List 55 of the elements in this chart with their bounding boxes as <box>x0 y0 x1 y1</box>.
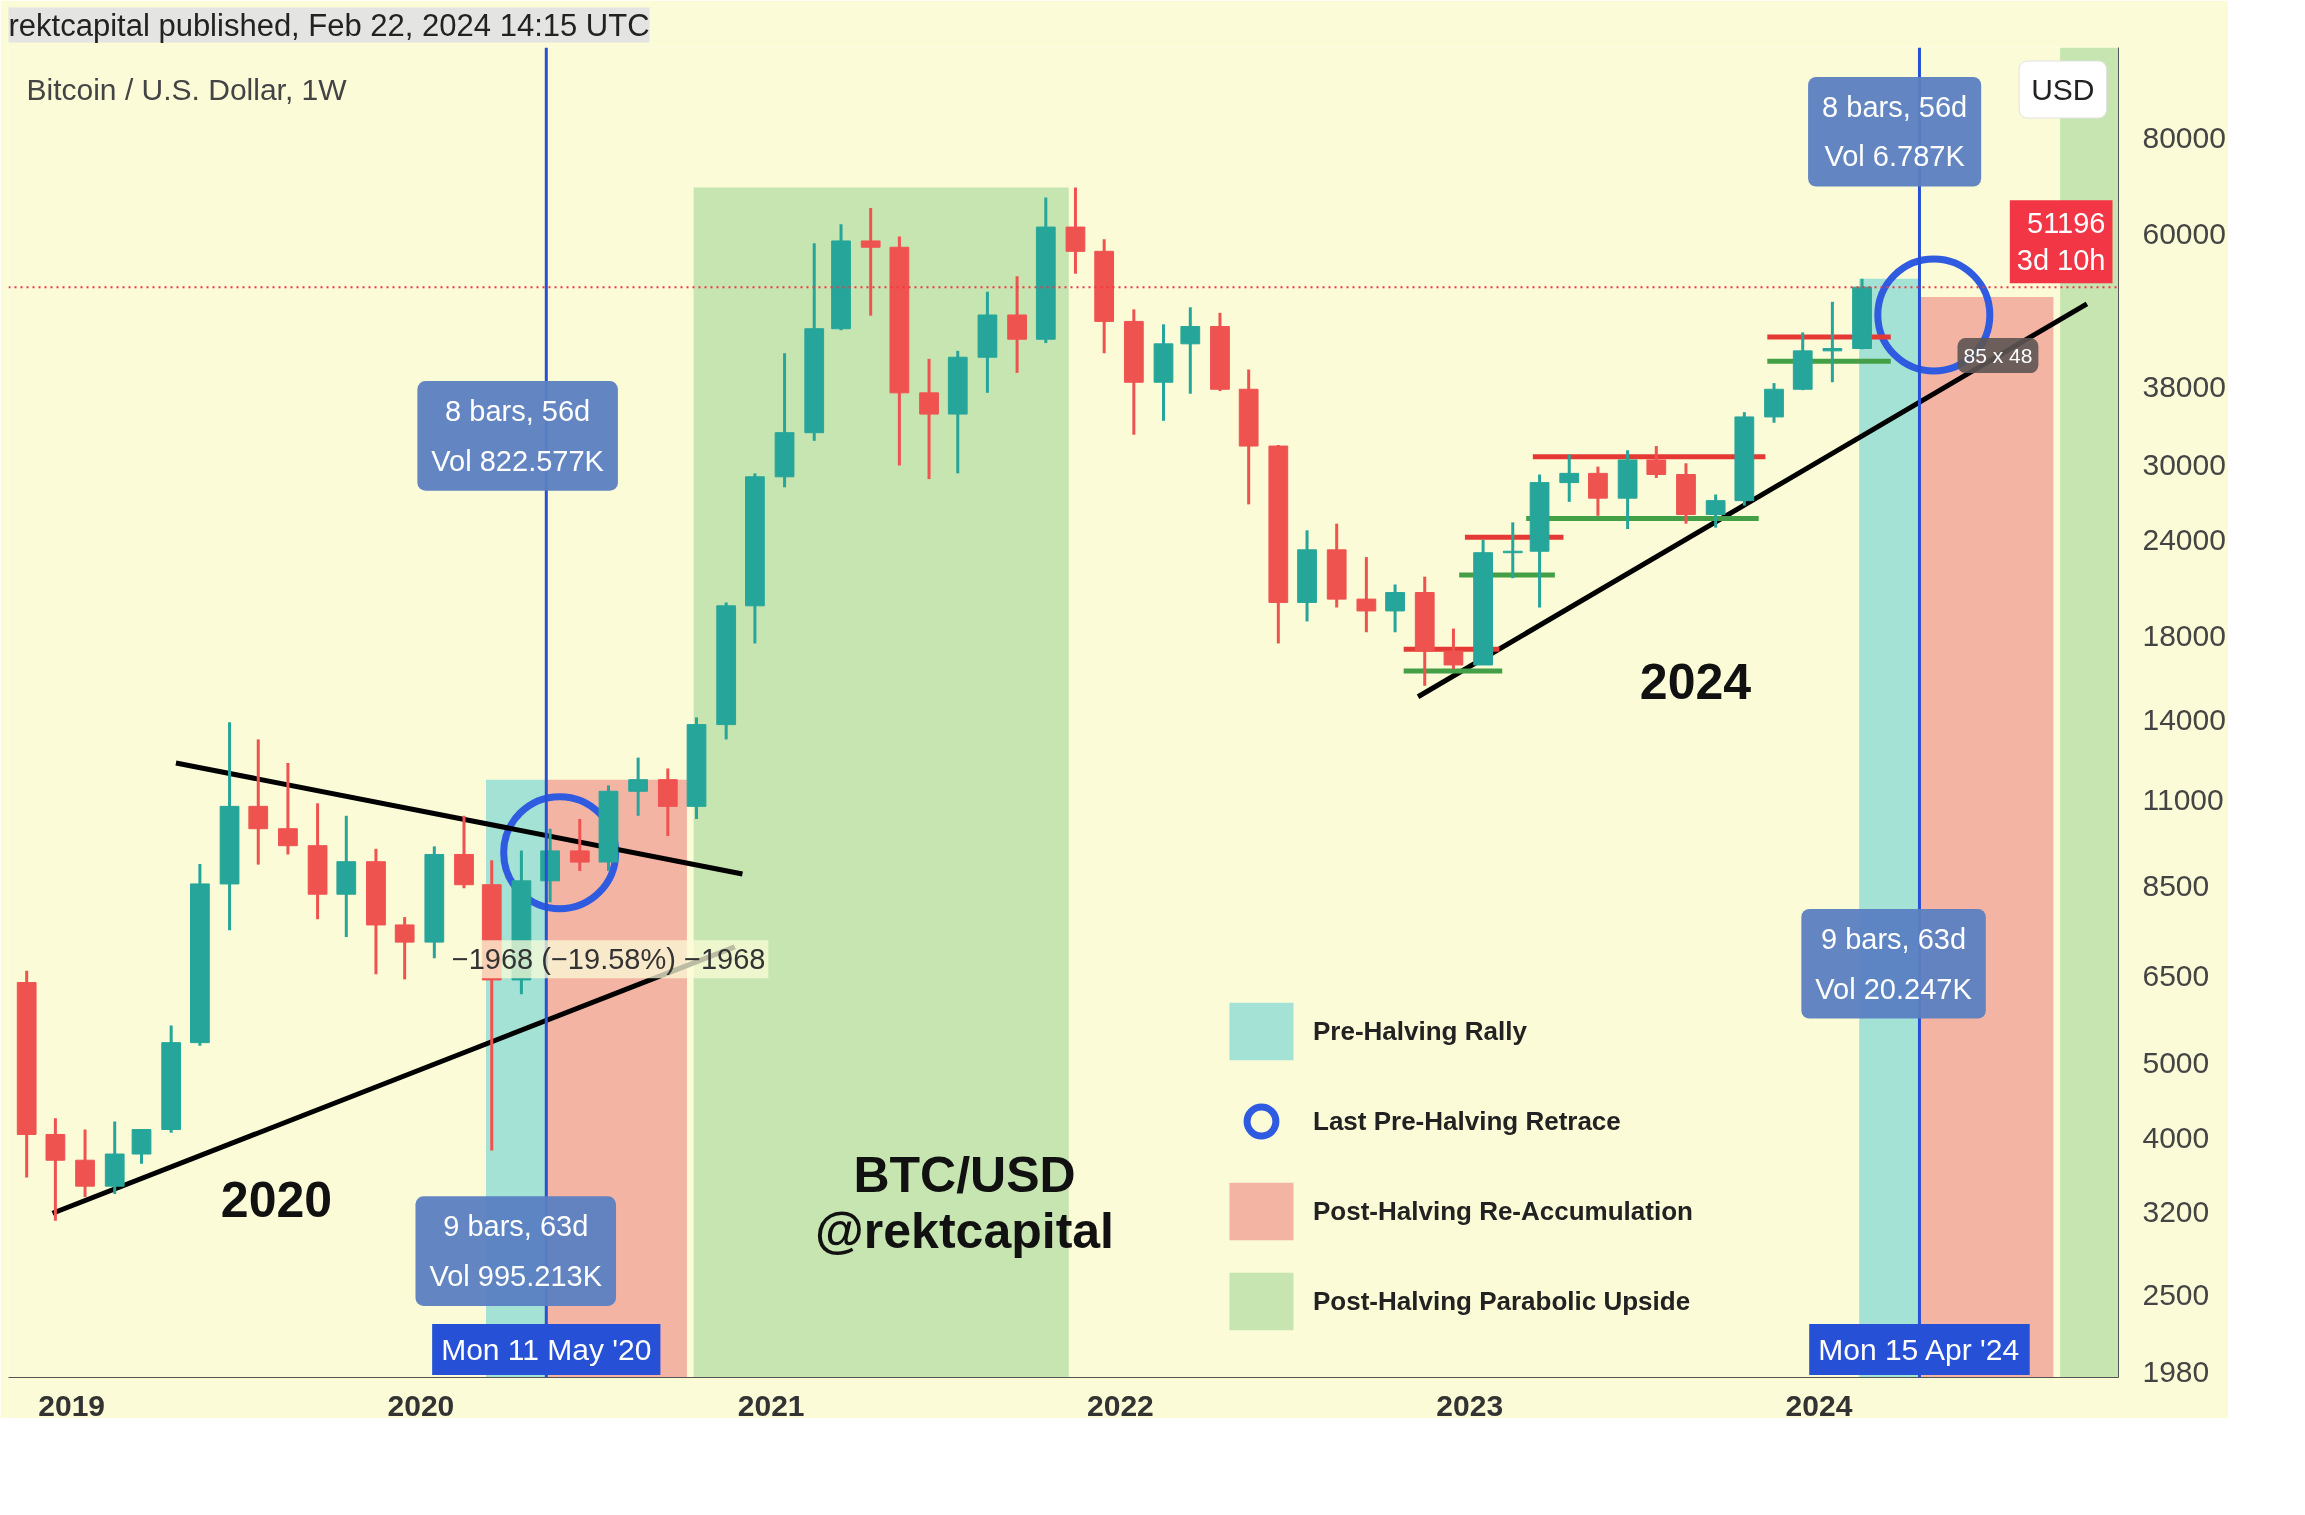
y-tick-label: 14000 <box>2142 702 2226 736</box>
candlestick <box>1646 446 1667 478</box>
y-tick-label: 2500 <box>2142 1277 2210 1311</box>
annotation: 85 x 48 <box>1963 344 2033 368</box>
y-tick-label: 3200 <box>2142 1195 2210 1229</box>
y-tick-label: 6500 <box>2142 958 2210 992</box>
y-tick-label: 60000 <box>2142 217 2226 251</box>
candlestick <box>1705 494 1726 528</box>
legend-label: Post-Halving Re-Accumulation <box>1313 1195 1693 1227</box>
x-tick-label: 2024 <box>1785 1388 1853 1422</box>
annotation: 9 bars, 63d Vol 995.213K <box>429 1210 603 1292</box>
candlestick <box>1356 557 1377 633</box>
annotation: 8 bars, 56d Vol 822.577K <box>431 395 605 477</box>
candlestick <box>394 917 415 980</box>
candlestick <box>919 357 939 481</box>
y-tick-label: 1980 <box>2142 1355 2210 1389</box>
legend-label: Post-Halving Parabolic Upside <box>1313 1285 1691 1317</box>
annotation: BTC/USD @rektcapital <box>815 1147 1114 1259</box>
candlestick <box>248 739 269 865</box>
candlestick <box>1443 628 1464 670</box>
candlestick <box>1559 454 1580 502</box>
text: Bitcoin / U.S. Dollar, 1W <box>26 73 348 106</box>
annotation: −1968 (−19.58%) −1968 <box>451 943 766 976</box>
text: rektcapital published, Feb 22, 2024 14:15 UTC <box>8 7 650 43</box>
ref-line-label: Mon 11 May '20 <box>441 1333 652 1366</box>
y-tick-label: 4000 <box>2142 1120 2210 1154</box>
annotation: 2020 <box>220 1171 333 1228</box>
legend-label: Pre-Halving Rally <box>1313 1015 1527 1047</box>
annotation: 8 bars, 56d Vol 6.787K <box>1822 90 1968 173</box>
annotation: 2024 <box>1639 654 1752 711</box>
legend-label: Last Pre-Halving Retrace <box>1313 1105 1621 1137</box>
x-tick-label: 2022 <box>1087 1388 1154 1422</box>
x-tick-label: 2023 <box>1436 1388 1504 1422</box>
y-tick-label: 38000 <box>2142 369 2226 403</box>
y-tick-label: 18000 <box>2142 618 2226 652</box>
candlestick <box>1180 307 1201 394</box>
y-tick-label: 8500 <box>2142 869 2210 903</box>
candlestick <box>569 818 590 871</box>
candlestick <box>628 757 649 816</box>
x-tick-label: 2019 <box>38 1388 106 1422</box>
y-tick-label: 80000 <box>2142 121 2226 155</box>
candlestick <box>1822 300 1843 383</box>
y-tick-label: 5000 <box>2142 1046 2210 1080</box>
x-tick-label: 2020 <box>387 1388 455 1422</box>
y-axis-title: USD <box>2031 73 2095 106</box>
candlestick <box>860 208 881 316</box>
candlestick <box>278 762 298 855</box>
x-tick-label: 2021 <box>737 1388 805 1422</box>
y-tick-label: 24000 <box>2142 522 2226 556</box>
y-tick-label: 11000 <box>2142 783 2224 817</box>
ref-line-label: 51196 3d 10h <box>2016 207 2106 277</box>
annotation: 9 bars, 63d Vol 20.247K <box>1815 922 1973 1005</box>
ref-line-label: Mon 15 Apr '24 <box>1818 1333 2020 1366</box>
candlestick <box>1385 584 1405 633</box>
y-tick-label: 30000 <box>2142 448 2226 482</box>
